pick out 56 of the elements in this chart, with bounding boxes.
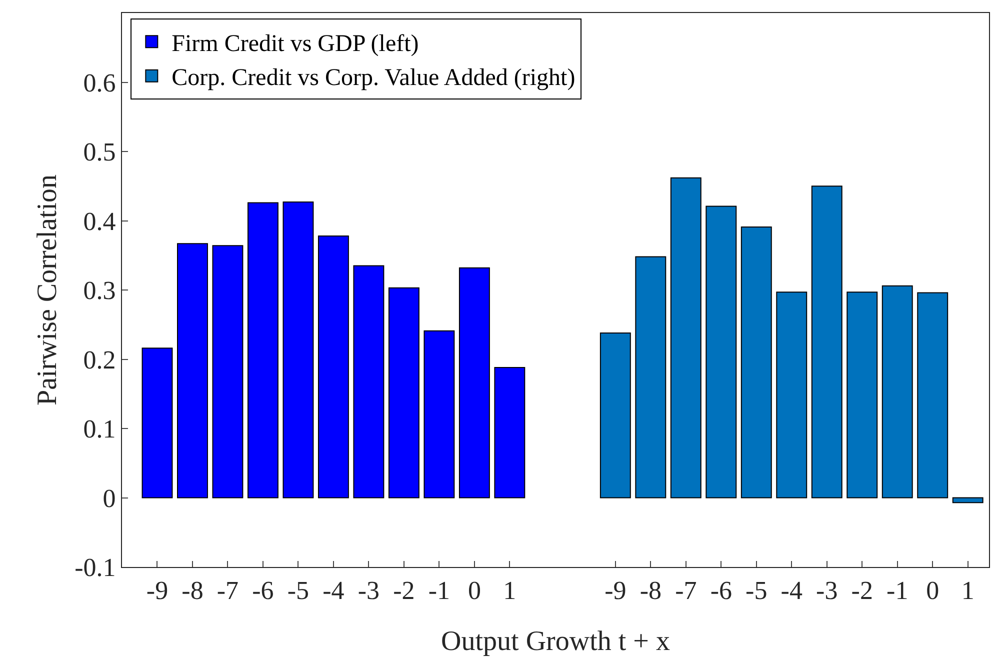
- x-tick-label: -6: [252, 576, 274, 606]
- bar: [917, 292, 948, 498]
- x-tick-label: -4: [780, 576, 802, 606]
- x-tick-label: 0: [926, 576, 940, 606]
- bar: [811, 186, 842, 498]
- x-tick-label: -5: [287, 576, 310, 606]
- y-tick-label: 0.4: [83, 206, 116, 236]
- x-tick-label: -7: [675, 576, 697, 606]
- x-tick-label: -9: [604, 576, 626, 606]
- bar: [388, 287, 420, 498]
- x-tick-label: -1: [428, 576, 450, 606]
- x-tick-label: 1: [961, 576, 974, 606]
- x-tick-label: -1: [886, 576, 908, 606]
- bar: [318, 235, 349, 498]
- bar: [882, 285, 913, 498]
- legend-label: Corp. Credit vs Corp. Value Added (right): [172, 65, 576, 92]
- x-tick-label: -6: [710, 576, 732, 606]
- bar: [177, 243, 208, 498]
- bar: [776, 292, 808, 498]
- x-tick-label: -9: [146, 576, 168, 606]
- bar: [706, 206, 737, 498]
- bar: [846, 292, 878, 498]
- bar: [458, 267, 490, 498]
- x-tick-label: -8: [182, 576, 204, 606]
- y-tick-label: 0.1: [83, 414, 116, 444]
- legend-label: Firm Credit vs GDP (left): [172, 31, 419, 57]
- x-tick-label: -4: [322, 576, 344, 606]
- x-tick-label: -5: [746, 576, 768, 606]
- bar: [424, 330, 455, 498]
- y-axis-title: Pairwise Correlation: [32, 174, 63, 406]
- bar: [212, 245, 244, 498]
- x-tick-label: 0: [468, 576, 481, 606]
- y-tick-label: 0.2: [83, 345, 116, 374]
- bar: [670, 177, 702, 498]
- x-tick-label: 1: [503, 576, 516, 606]
- x-tick-label: -2: [851, 576, 873, 606]
- x-tick-label: -2: [393, 576, 415, 606]
- x-axis-title: Output Growth t + x: [441, 626, 670, 657]
- y-tick-label: 0.3: [83, 276, 116, 306]
- x-tick-label: -8: [640, 576, 662, 606]
- y-tick-label: -0.1: [74, 553, 116, 582]
- bar: [952, 497, 984, 504]
- bar: [635, 256, 666, 498]
- x-tick-label: -7: [216, 576, 239, 606]
- bar: [142, 348, 173, 498]
- bar: [600, 332, 631, 498]
- y-tick-label: 0.5: [83, 138, 116, 167]
- bar: [740, 226, 772, 498]
- bar: [494, 367, 526, 498]
- bar: [353, 265, 384, 498]
- y-tick-label: 0.6: [83, 68, 116, 98]
- y-tick-label: 0: [102, 484, 116, 513]
- bar: [282, 202, 314, 498]
- x-tick-label: -3: [816, 576, 838, 606]
- x-tick-label: -3: [358, 576, 380, 606]
- bar: [248, 202, 278, 498]
